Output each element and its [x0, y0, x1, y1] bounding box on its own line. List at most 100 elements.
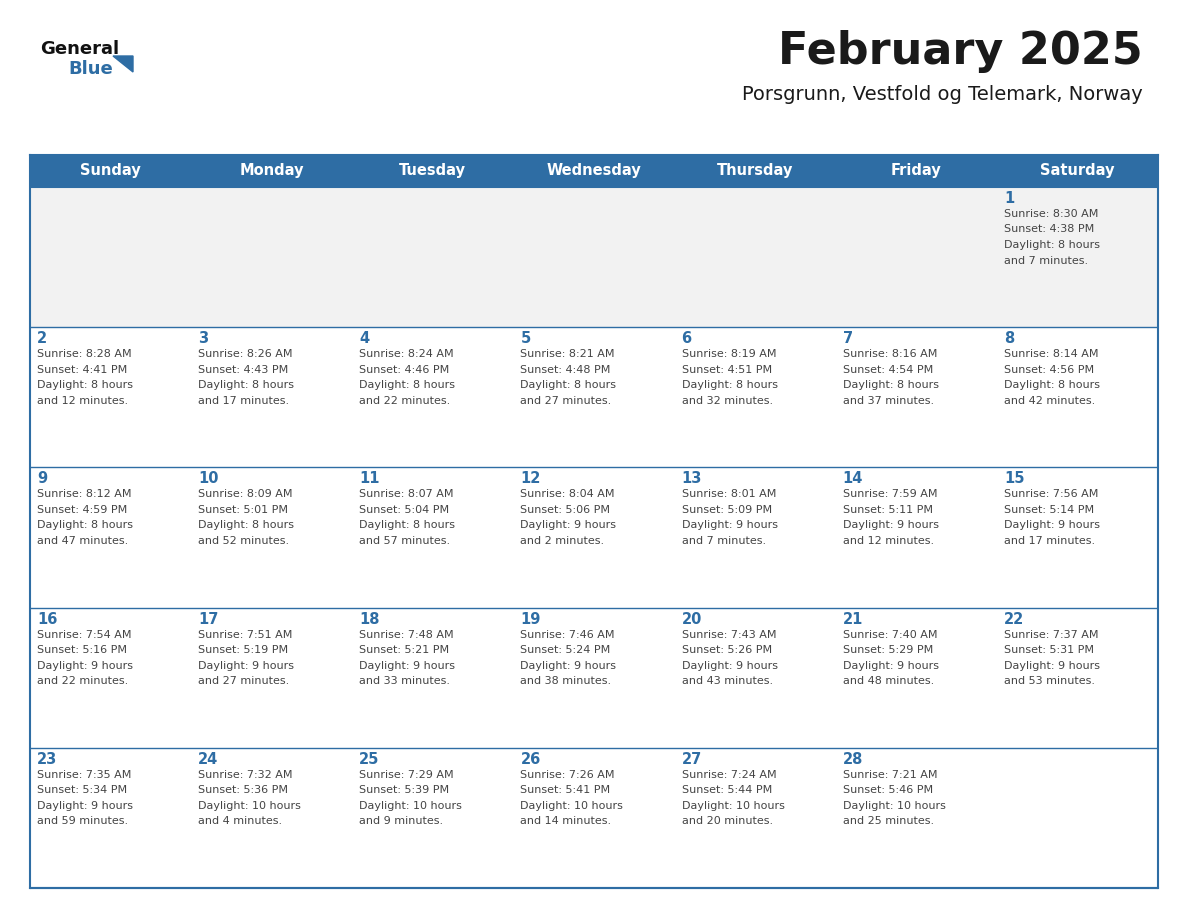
Bar: [513, 327, 675, 467]
Text: Sunset: 4:54 PM: Sunset: 4:54 PM: [842, 364, 933, 375]
Text: Sunset: 4:43 PM: Sunset: 4:43 PM: [198, 364, 289, 375]
Text: Daylight: 9 hours: Daylight: 9 hours: [37, 800, 133, 811]
Bar: [997, 748, 1158, 888]
Bar: [191, 608, 353, 748]
Text: Daylight: 8 hours: Daylight: 8 hours: [37, 521, 133, 531]
Text: 22: 22: [1004, 611, 1024, 627]
Text: 24: 24: [198, 752, 219, 767]
Bar: [997, 327, 1158, 467]
Text: Sunset: 5:26 PM: Sunset: 5:26 PM: [682, 645, 772, 655]
Text: Daylight: 8 hours: Daylight: 8 hours: [842, 380, 939, 390]
Text: Sunset: 4:38 PM: Sunset: 4:38 PM: [1004, 225, 1094, 234]
Text: Daylight: 10 hours: Daylight: 10 hours: [682, 800, 784, 811]
Text: Saturday: Saturday: [1041, 163, 1114, 178]
Text: 11: 11: [359, 472, 380, 487]
Text: 20: 20: [682, 611, 702, 627]
Text: Sunrise: 7:54 AM: Sunrise: 7:54 AM: [37, 630, 132, 640]
Text: and 47 minutes.: and 47 minutes.: [37, 536, 128, 546]
Bar: [513, 467, 675, 608]
Text: Sunset: 5:04 PM: Sunset: 5:04 PM: [359, 505, 449, 515]
Text: Sunset: 5:36 PM: Sunset: 5:36 PM: [198, 785, 289, 795]
Text: Sunset: 5:19 PM: Sunset: 5:19 PM: [198, 645, 289, 655]
Text: Sunset: 5:44 PM: Sunset: 5:44 PM: [682, 785, 772, 795]
Text: Daylight: 9 hours: Daylight: 9 hours: [520, 521, 617, 531]
Text: Sunset: 4:59 PM: Sunset: 4:59 PM: [37, 505, 127, 515]
Text: 16: 16: [37, 611, 57, 627]
Text: Sunrise: 7:32 AM: Sunrise: 7:32 AM: [198, 770, 292, 779]
Text: 28: 28: [842, 752, 864, 767]
Text: and 32 minutes.: and 32 minutes.: [682, 396, 772, 406]
Text: Sunset: 5:39 PM: Sunset: 5:39 PM: [359, 785, 449, 795]
Text: Sunset: 5:09 PM: Sunset: 5:09 PM: [682, 505, 772, 515]
Text: Sunrise: 8:19 AM: Sunrise: 8:19 AM: [682, 349, 776, 359]
Text: Sunset: 5:11 PM: Sunset: 5:11 PM: [842, 505, 933, 515]
Text: Sunset: 4:51 PM: Sunset: 4:51 PM: [682, 364, 772, 375]
Text: Sunrise: 7:43 AM: Sunrise: 7:43 AM: [682, 630, 776, 640]
Bar: [30, 155, 1158, 187]
Text: Sunrise: 8:24 AM: Sunrise: 8:24 AM: [359, 349, 454, 359]
Bar: [30, 748, 191, 888]
Text: Sunset: 5:21 PM: Sunset: 5:21 PM: [359, 645, 449, 655]
Bar: [513, 608, 675, 748]
Bar: [353, 327, 513, 467]
Text: and 38 minutes.: and 38 minutes.: [520, 676, 612, 686]
Text: 15: 15: [1004, 472, 1024, 487]
Text: Daylight: 9 hours: Daylight: 9 hours: [682, 661, 778, 671]
Bar: [353, 748, 513, 888]
Text: Daylight: 9 hours: Daylight: 9 hours: [842, 661, 939, 671]
Text: Thursday: Thursday: [716, 163, 794, 178]
Text: Daylight: 10 hours: Daylight: 10 hours: [842, 800, 946, 811]
Text: Sunrise: 8:26 AM: Sunrise: 8:26 AM: [198, 349, 292, 359]
Text: 27: 27: [682, 752, 702, 767]
Text: Daylight: 8 hours: Daylight: 8 hours: [359, 380, 455, 390]
Text: Sunset: 5:06 PM: Sunset: 5:06 PM: [520, 505, 611, 515]
Text: General: General: [40, 40, 119, 58]
Bar: [191, 187, 353, 327]
Text: Sunrise: 8:12 AM: Sunrise: 8:12 AM: [37, 489, 132, 499]
Text: Sunset: 4:41 PM: Sunset: 4:41 PM: [37, 364, 127, 375]
Text: Sunrise: 8:01 AM: Sunrise: 8:01 AM: [682, 489, 776, 499]
Text: Daylight: 10 hours: Daylight: 10 hours: [520, 800, 624, 811]
Text: Daylight: 9 hours: Daylight: 9 hours: [682, 521, 778, 531]
Text: Sunset: 5:46 PM: Sunset: 5:46 PM: [842, 785, 933, 795]
Text: 25: 25: [359, 752, 380, 767]
Bar: [191, 327, 353, 467]
Text: Daylight: 8 hours: Daylight: 8 hours: [198, 380, 295, 390]
Text: 10: 10: [198, 472, 219, 487]
Text: Daylight: 8 hours: Daylight: 8 hours: [359, 521, 455, 531]
Bar: [30, 467, 191, 608]
Text: 14: 14: [842, 472, 864, 487]
Text: and 43 minutes.: and 43 minutes.: [682, 676, 772, 686]
Text: 9: 9: [37, 472, 48, 487]
Text: and 9 minutes.: and 9 minutes.: [359, 816, 443, 826]
Bar: [675, 187, 835, 327]
Bar: [997, 608, 1158, 748]
Text: Sunrise: 7:37 AM: Sunrise: 7:37 AM: [1004, 630, 1099, 640]
Text: Sunrise: 8:07 AM: Sunrise: 8:07 AM: [359, 489, 454, 499]
Text: and 57 minutes.: and 57 minutes.: [359, 536, 450, 546]
Text: Sunrise: 7:56 AM: Sunrise: 7:56 AM: [1004, 489, 1098, 499]
Text: Sunset: 5:14 PM: Sunset: 5:14 PM: [1004, 505, 1094, 515]
Text: Daylight: 9 hours: Daylight: 9 hours: [198, 661, 295, 671]
Text: Sunrise: 8:16 AM: Sunrise: 8:16 AM: [842, 349, 937, 359]
Bar: [997, 467, 1158, 608]
Text: and 17 minutes.: and 17 minutes.: [198, 396, 289, 406]
Text: and 12 minutes.: and 12 minutes.: [37, 396, 128, 406]
Text: Sunrise: 7:40 AM: Sunrise: 7:40 AM: [842, 630, 937, 640]
Polygon shape: [113, 56, 133, 72]
Text: Sunset: 4:46 PM: Sunset: 4:46 PM: [359, 364, 449, 375]
Text: Sunrise: 7:29 AM: Sunrise: 7:29 AM: [359, 770, 454, 779]
Text: and 7 minutes.: and 7 minutes.: [1004, 255, 1088, 265]
Bar: [835, 608, 997, 748]
Bar: [191, 467, 353, 608]
Text: Sunrise: 7:59 AM: Sunrise: 7:59 AM: [842, 489, 937, 499]
Bar: [835, 467, 997, 608]
Text: Sunset: 5:41 PM: Sunset: 5:41 PM: [520, 785, 611, 795]
Bar: [675, 748, 835, 888]
Text: 21: 21: [842, 611, 864, 627]
Text: Sunrise: 8:09 AM: Sunrise: 8:09 AM: [198, 489, 292, 499]
Text: Sunset: 4:48 PM: Sunset: 4:48 PM: [520, 364, 611, 375]
Text: Sunset: 5:01 PM: Sunset: 5:01 PM: [198, 505, 289, 515]
Text: Sunset: 4:56 PM: Sunset: 4:56 PM: [1004, 364, 1094, 375]
Text: Daylight: 8 hours: Daylight: 8 hours: [1004, 380, 1100, 390]
